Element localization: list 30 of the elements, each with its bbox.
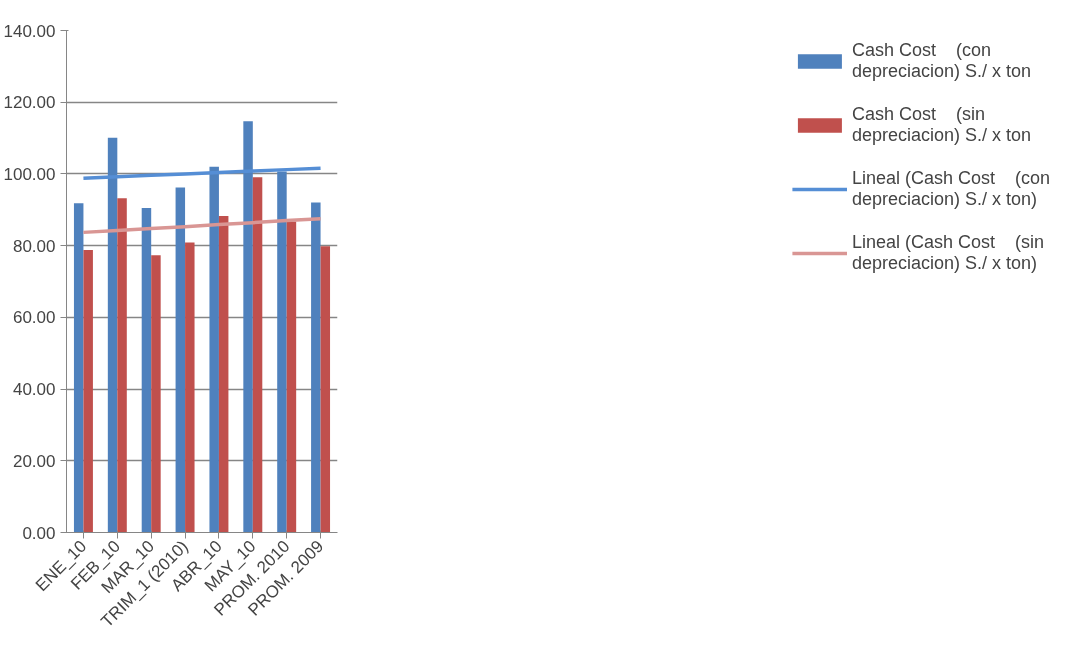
bar — [311, 202, 321, 533]
bar — [141, 207, 152, 533]
line-series — [81, 217, 323, 235]
bar — [252, 177, 263, 533]
bar — [83, 249, 93, 533]
bar — [277, 171, 287, 533]
bar — [185, 242, 195, 533]
bar — [175, 187, 186, 533]
y-tick-label: 140.00 — [3, 21, 56, 41]
bar — [320, 246, 331, 533]
bar — [73, 203, 84, 533]
bar — [117, 198, 127, 533]
bar — [209, 166, 219, 533]
y-tick-label: 20.00 — [12, 451, 56, 471]
y-tick-label: 120.00 — [3, 93, 56, 113]
legend-label: Cash Cost (con depreciacion) S./ x ton — [851, 40, 1032, 82]
bar — [218, 215, 229, 533]
bar — [107, 137, 118, 533]
bar — [151, 255, 161, 533]
line-series — [81, 166, 323, 180]
bar — [286, 221, 297, 533]
legend-label: Cash Cost (sin depreciacion) S./ x ton — [851, 104, 1032, 146]
y-tick-label: 40.00 — [12, 380, 56, 400]
bar — [243, 121, 253, 533]
legend-label: Lineal (Cash Cost (sin depreciacion) S./ x ton) — [851, 232, 1044, 274]
y-tick-label: 0.00 — [22, 523, 56, 543]
y-tick-label: 100.00 — [3, 164, 56, 184]
legend-label: Lineal (Cash Cost (con depreciacion) S./ x ton) — [851, 168, 1050, 210]
y-tick-label: 80.00 — [12, 236, 56, 256]
y-tick-label: 60.00 — [12, 308, 56, 328]
